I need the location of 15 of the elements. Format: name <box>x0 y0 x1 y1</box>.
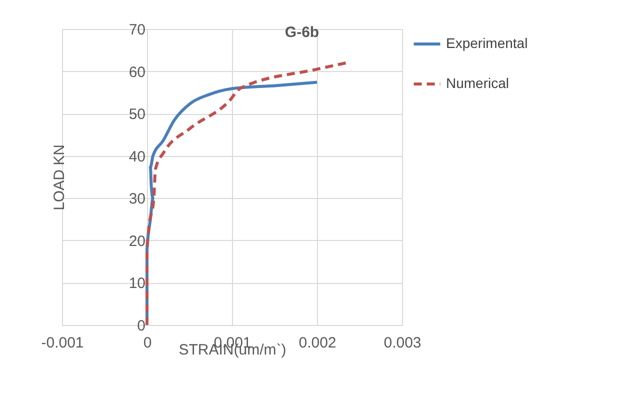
legend-label: Numerical <box>446 75 510 91</box>
y-tick-label: 40 <box>128 148 146 166</box>
y-tick-label: 0 <box>137 318 146 334</box>
x-tick-label: 0.003 <box>384 334 422 352</box>
y-tick-label: 30 <box>128 190 146 208</box>
chart-title: G-6b <box>284 24 320 41</box>
y-tick-label: 70 <box>128 22 146 38</box>
y-tick-label: 10 <box>128 275 146 292</box>
y-tick-label: 60 <box>128 64 146 81</box>
x-tick-label: 0.002 <box>298 334 336 352</box>
y-tick-label: 20 <box>128 232 146 250</box>
x-tick-label: -0.001 <box>41 334 84 352</box>
y-tick-label: 50 <box>128 106 146 124</box>
legend-label: Experimental <box>446 35 528 51</box>
y-axis-title: LOAD KN <box>50 144 68 210</box>
